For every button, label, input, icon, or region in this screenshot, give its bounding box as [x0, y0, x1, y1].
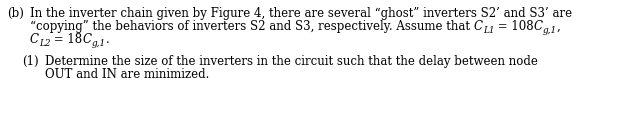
- Text: C: C: [83, 33, 91, 46]
- Text: C: C: [30, 33, 39, 46]
- Text: = 18: = 18: [51, 33, 83, 46]
- Text: C: C: [534, 20, 543, 33]
- Text: OUT and IN are minimized.: OUT and IN are minimized.: [45, 68, 209, 81]
- Text: Determine the size of the inverters in the circuit such that the delay between n: Determine the size of the inverters in t…: [45, 55, 538, 68]
- Text: .: .: [106, 33, 110, 46]
- Text: L2: L2: [39, 39, 51, 48]
- Text: (b): (b): [7, 7, 24, 20]
- Text: (1): (1): [22, 55, 39, 68]
- Text: “copying” the behaviors of inverters S2 and S3, respectively. Assume that: “copying” the behaviors of inverters S2 …: [30, 20, 474, 33]
- Text: L1: L1: [483, 26, 495, 35]
- Text: ,: ,: [557, 20, 561, 33]
- Text: In the inverter chain given by Figure 4, there are several “ghost” inverters S2’: In the inverter chain given by Figure 4,…: [30, 7, 572, 20]
- Text: = 108: = 108: [495, 20, 534, 33]
- Text: g,1: g,1: [543, 26, 557, 35]
- Text: C: C: [474, 20, 483, 33]
- Text: g,1: g,1: [91, 39, 106, 48]
